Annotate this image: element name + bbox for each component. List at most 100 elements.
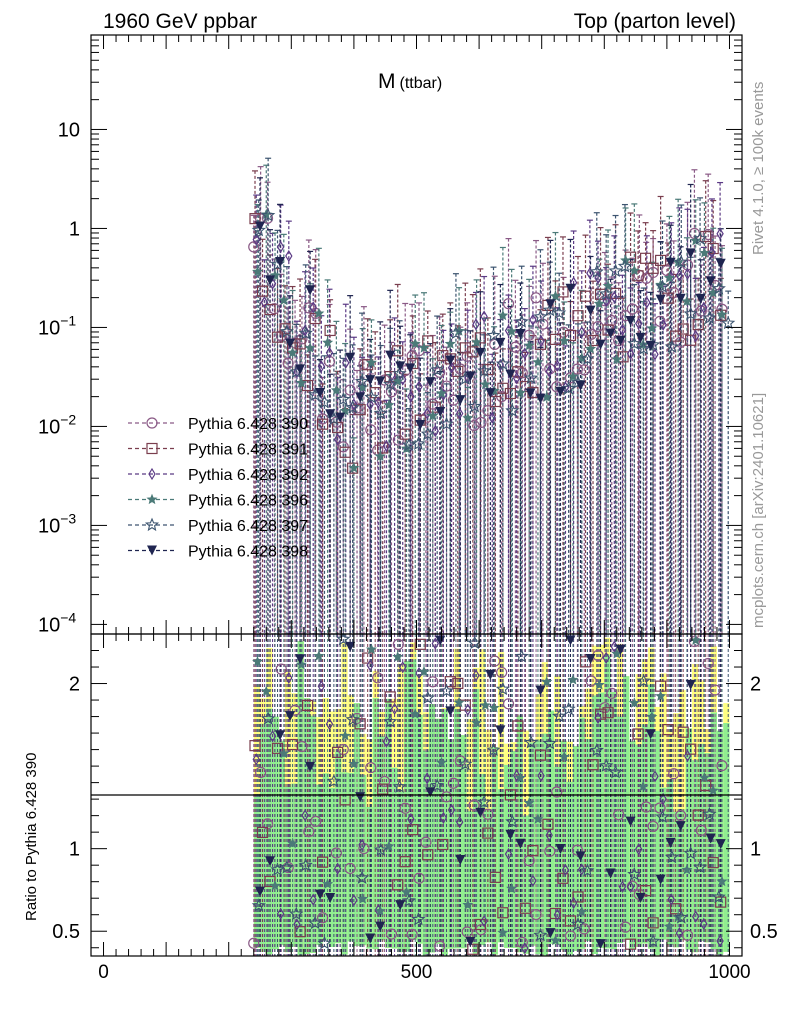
ratio-point-marker — [628, 697, 640, 708]
main-point-marker — [655, 254, 667, 267]
ratio-point-marker — [716, 759, 728, 772]
ratio-point-marker — [310, 815, 322, 827]
main-point-marker — [670, 330, 682, 342]
main-point-marker — [578, 364, 590, 376]
main-point-marker — [485, 388, 496, 399]
main-point-marker — [405, 363, 416, 374]
main-point-marker — [589, 264, 604, 278]
ratio-point-marker — [309, 893, 317, 906]
ratio-band-inner — [416, 714, 423, 944]
ratio-point-marker — [420, 836, 432, 848]
ratio-band-inner — [485, 808, 492, 943]
main-point-marker — [256, 285, 269, 297]
ratio-point-marker — [295, 654, 306, 665]
ratio-band-inner — [341, 772, 348, 955]
ratio-point-marker — [624, 938, 637, 950]
ratio-point-marker — [512, 769, 521, 782]
ratio-point-marker — [374, 905, 386, 916]
ratio-point-marker — [502, 698, 515, 710]
main-point-marker — [561, 381, 576, 395]
ratio-point-marker — [665, 837, 676, 848]
ratio-uncertainty-bands — [253, 637, 730, 956]
y-tick-label: 10−4 — [38, 609, 76, 636]
main-point-marker — [514, 387, 526, 398]
legend-label: Pythia 6.428 391 — [188, 442, 308, 459]
ratio-point-marker — [564, 930, 577, 942]
main-point-marker — [348, 462, 360, 473]
ratio-point-marker — [392, 879, 404, 891]
main-point-marker — [647, 262, 659, 274]
main-point-marker — [431, 424, 439, 438]
ratio-point-marker — [375, 921, 386, 932]
main-point-marker — [411, 436, 426, 450]
ratio-band-inner — [522, 815, 530, 954]
main-point-marker — [382, 439, 391, 453]
ratio-point-marker — [437, 838, 449, 851]
ratio-point-marker — [485, 669, 496, 680]
ratio-band-inner — [447, 739, 455, 949]
main-point-marker — [342, 356, 350, 370]
ratio-point-marker — [702, 806, 717, 821]
ratio-point-marker — [635, 892, 646, 903]
main-point-marker — [325, 346, 334, 359]
ratio-point-marker — [557, 872, 569, 884]
ratio-band-inner — [673, 811, 680, 948]
ratio-point-marker — [489, 655, 501, 667]
legend-marker — [147, 545, 157, 556]
ratio-point-marker — [336, 631, 351, 646]
ratio-point-marker — [627, 866, 642, 881]
ratio-point-marker — [322, 878, 334, 889]
ratio-point-marker — [275, 730, 286, 741]
ratio-point-marker — [392, 638, 404, 650]
ratio-point-marker — [530, 908, 542, 921]
main-point-marker — [615, 335, 626, 346]
main-point-marker — [534, 338, 547, 350]
main-point-marker — [608, 263, 623, 277]
main-point-marker — [640, 252, 652, 264]
ratio-point-marker — [716, 875, 728, 887]
main-point-marker — [373, 405, 388, 420]
ratio-point-marker — [542, 736, 557, 750]
main-point-marker — [365, 424, 377, 436]
main-point-marker — [409, 337, 421, 349]
ratio-point-marker — [317, 680, 326, 693]
ratio-point-marker — [395, 900, 406, 911]
ratio-point-marker — [333, 862, 342, 875]
main-point-marker — [619, 310, 632, 322]
main-point-marker — [275, 330, 287, 342]
main-point-marker — [675, 269, 684, 282]
ratio-band-inner — [710, 712, 717, 950]
ratio-point-marker — [390, 702, 399, 716]
ratio-point-marker — [663, 920, 675, 932]
main-point-marker — [578, 326, 586, 339]
ratio-point-marker — [506, 882, 518, 894]
main-point-marker — [465, 371, 476, 382]
main-point-marker — [681, 295, 693, 307]
ratio-point-marker — [467, 943, 479, 955]
ratio-point-marker — [571, 844, 583, 856]
main-point-marker — [295, 377, 307, 388]
main-point-marker — [533, 309, 548, 323]
main-point-marker — [715, 309, 727, 321]
y-tick-label: 10 — [58, 119, 80, 141]
main-point-marker — [279, 324, 294, 338]
ratio-point-marker — [489, 871, 501, 883]
ratio-point-marker — [541, 676, 553, 687]
main-point-marker — [447, 361, 456, 374]
main-point-marker — [705, 276, 716, 287]
ratio-point-marker — [685, 679, 696, 690]
ratio-point-marker — [345, 712, 360, 726]
main-point-marker — [313, 307, 325, 319]
ratio-point-marker — [439, 683, 454, 697]
main-point-marker — [594, 288, 607, 300]
ratio-point-marker — [317, 935, 332, 950]
main-point-marker — [557, 286, 569, 298]
ratio-point-marker — [385, 928, 398, 940]
main-point-marker — [385, 386, 398, 398]
main-point-marker — [627, 336, 642, 350]
ratio-point-marker — [293, 918, 301, 931]
main-point-marker — [636, 341, 651, 355]
main-point-marker — [502, 298, 515, 310]
ratio-point-marker — [519, 902, 532, 914]
ratio-point-marker — [497, 907, 509, 919]
